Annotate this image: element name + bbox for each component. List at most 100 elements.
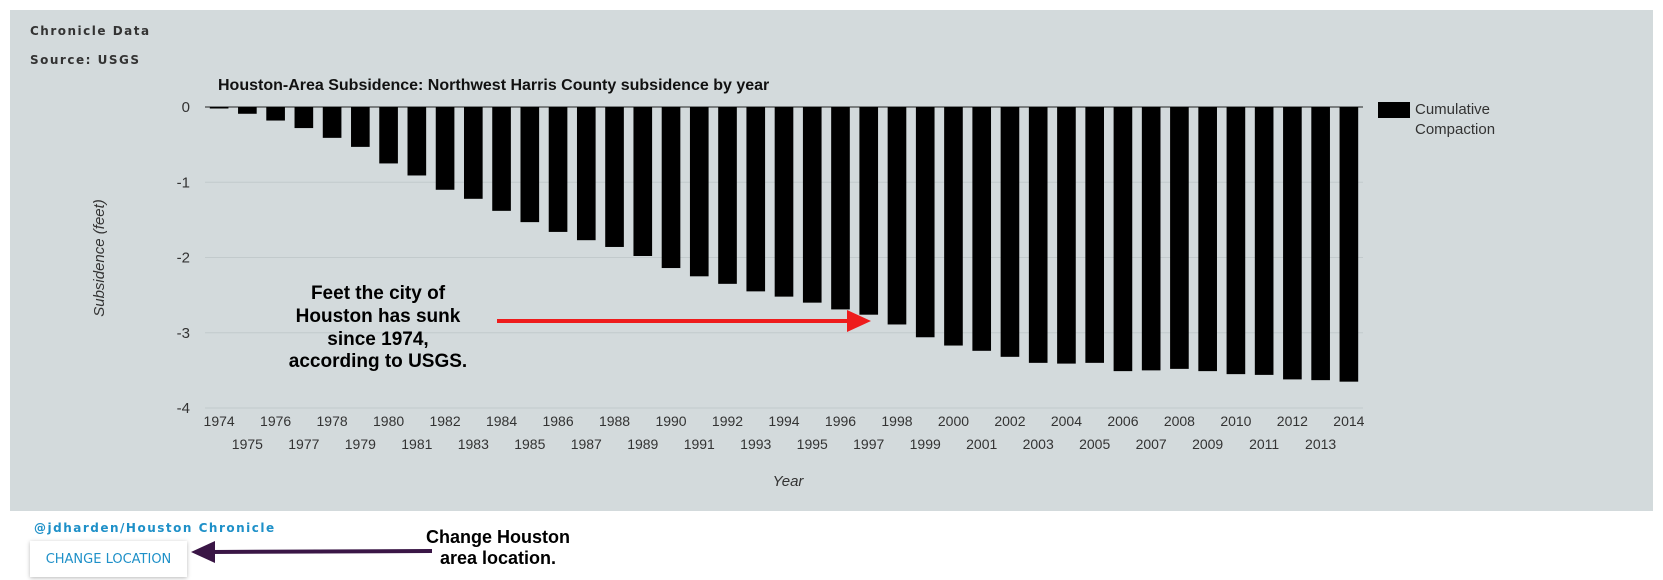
credit-link[interactable]: @jdharden/Houston Chronicle	[34, 521, 276, 535]
source-label: Source: USGS	[30, 53, 141, 67]
bar	[944, 107, 963, 346]
y-tick-label: -1	[177, 174, 190, 191]
x-tick-label: 1982	[429, 413, 460, 429]
bar	[1028, 107, 1048, 363]
x-tick-label: 2006	[1107, 413, 1138, 429]
x-tick-label: 1996	[825, 413, 856, 429]
bar	[718, 107, 737, 284]
bar	[548, 107, 568, 232]
x-tick-label: 1992	[712, 413, 743, 429]
bar	[802, 107, 822, 303]
x-tick-label: 1997	[853, 436, 884, 452]
bar	[351, 107, 370, 147]
bar	[1283, 107, 1302, 380]
chart-panel: Chronicle Data Source: USGS Houston-Area…	[10, 10, 1653, 511]
sunk-annotation: Feet the city of Houston has sunk since …	[268, 283, 488, 374]
bar	[520, 107, 540, 223]
legend-swatch	[1378, 102, 1410, 118]
bar	[1141, 107, 1161, 371]
bar	[1170, 107, 1189, 369]
bar	[746, 107, 766, 292]
bar	[576, 107, 596, 241]
x-tick-label: 1981	[401, 436, 432, 452]
y-axis-title: Subsidence (feet)	[91, 199, 108, 317]
y-tick-label: -4	[177, 400, 190, 417]
x-tick-label: 1977	[288, 436, 319, 452]
sunk-annotation-line: Houston has sunk	[295, 305, 461, 327]
x-tick-label: 1985	[514, 436, 545, 452]
x-tick-label: 1979	[345, 436, 376, 452]
x-tick-label: 1983	[458, 436, 489, 452]
chart-title: Houston-Area Subsidence: Northwest Harri…	[218, 77, 769, 94]
bar	[1000, 107, 1020, 357]
bar	[407, 107, 427, 176]
bar	[1057, 107, 1076, 364]
bar	[859, 107, 879, 315]
x-tick-label: 1990	[655, 413, 686, 429]
sunk-annotation-line: Feet the city of	[310, 283, 446, 304]
x-tick-label: 2009	[1192, 436, 1223, 452]
bar	[1339, 107, 1359, 382]
x-tick-label: 1989	[627, 436, 658, 452]
bar	[266, 107, 285, 121]
brand-label: Chronicle Data	[30, 24, 151, 38]
x-tick-label: 1978	[317, 413, 348, 429]
x-tick-label: 1993	[740, 436, 771, 452]
bar	[435, 107, 455, 190]
subsidence-chart: Houston-Area Subsidence: Northwest Harri…	[91, 77, 1495, 490]
x-tick-label: 2005	[1079, 436, 1110, 452]
bar	[1254, 107, 1274, 375]
x-tick-label: 1991	[684, 436, 715, 452]
x-tick-label: 2012	[1277, 413, 1308, 429]
x-tick-label: 2000	[938, 413, 969, 429]
x-tick-label: 1980	[373, 413, 404, 429]
x-tick-label: 1998	[881, 413, 912, 429]
change-location-annotation: Change Houston area location.	[408, 527, 588, 568]
bar	[379, 107, 398, 164]
bar	[831, 107, 850, 310]
bar	[661, 107, 681, 269]
x-tick-label: 1986	[542, 413, 573, 429]
bar	[1226, 107, 1246, 375]
bar	[294, 107, 314, 129]
x-tick-label: 1976	[260, 413, 291, 429]
x-tick-label: 2007	[1136, 436, 1167, 452]
x-tick-label: 2008	[1164, 413, 1195, 429]
x-tick-label: 1988	[599, 413, 630, 429]
bar	[605, 107, 624, 247]
bar	[322, 107, 342, 138]
x-tick-label: 1999	[910, 436, 941, 452]
y-tick-label: -3	[177, 325, 190, 342]
bar	[1311, 107, 1330, 381]
bar	[238, 107, 257, 114]
bar	[633, 107, 653, 256]
y-tick-label: 0	[182, 99, 190, 116]
change-location-button[interactable]: CHANGE LOCATION	[30, 541, 187, 577]
bar	[689, 107, 709, 277]
change-annotation-line: area location.	[439, 547, 557, 568]
change-annotation-line: Change Houston	[426, 527, 570, 547]
x-tick-label: 2011	[1249, 436, 1279, 452]
red-arrow-icon	[497, 310, 871, 332]
bar	[887, 107, 907, 325]
x-tick-label: 2004	[1051, 413, 1082, 429]
bar	[1113, 107, 1133, 372]
sunk-annotation-line: according to USGS.	[288, 351, 468, 373]
x-tick-label: 2003	[1023, 436, 1054, 452]
bar	[972, 107, 992, 351]
x-axis-title: Year	[773, 473, 805, 490]
x-tick-label: 2010	[1220, 413, 1251, 429]
x-tick-label: 2001	[966, 436, 997, 452]
bar	[492, 107, 511, 211]
x-tick-label: 1994	[768, 413, 799, 429]
bar	[1085, 107, 1105, 363]
x-tick-label: 2014	[1333, 413, 1364, 429]
x-tick-label: 2002	[994, 413, 1025, 429]
x-tick-label: 1974	[204, 413, 235, 429]
y-tick-label: -2	[177, 250, 190, 267]
sunk-annotation-line: since 1974,	[327, 328, 429, 350]
bar	[209, 107, 229, 109]
bar	[1198, 107, 1217, 372]
purple-arrow-icon	[191, 541, 433, 563]
bar	[915, 107, 935, 338]
